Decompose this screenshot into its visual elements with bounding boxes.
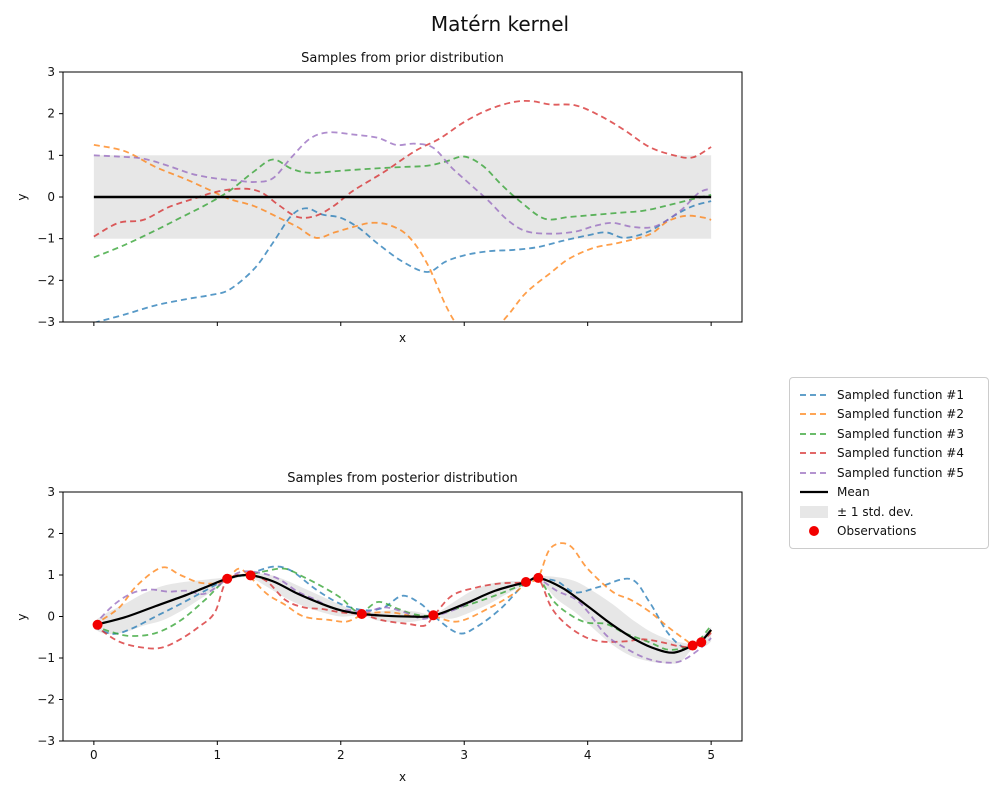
- prior-y-tick-label: −1: [37, 232, 55, 246]
- posterior-sample-line-1: [93, 565, 712, 650]
- prior-plot-area: [93, 99, 712, 322]
- posterior-x-tick-label: 1: [213, 748, 221, 762]
- figure-title: Matérn kernel: [430, 12, 570, 36]
- posterior-observation-point: [687, 640, 698, 651]
- posterior-std-band: [93, 573, 712, 664]
- prior-y-tick-label: 2: [47, 107, 55, 121]
- legend-entry: ± 1 std. dev.: [799, 502, 978, 522]
- band-swatch-icon: [800, 505, 828, 518]
- legend-entry: Observations: [799, 522, 978, 542]
- legend-entry-label: Mean: [837, 485, 870, 500]
- posterior-observation-point: [92, 619, 103, 630]
- legend-entry-label: Sampled function #4: [837, 446, 964, 461]
- prior-sample-line-2: [93, 144, 712, 322]
- legend: Sampled function #1 Sampled function #2 Sa…: [789, 377, 989, 549]
- prior-y-tick-label: 3: [47, 65, 55, 79]
- posterior-y-tick-label: 2: [47, 527, 55, 541]
- dashed-line-swatch-icon: [800, 452, 828, 455]
- dashed-line-swatch-icon: [800, 432, 828, 435]
- dashed-line-swatch-icon: [800, 393, 828, 396]
- posterior-x-tick-label: 0: [90, 748, 98, 762]
- posterior-x-tick-label: 2: [337, 748, 345, 762]
- prior-plot-title: Samples from prior distribution: [301, 51, 504, 66]
- posterior-y-tick-label: −1: [37, 651, 55, 665]
- posterior-plot-area: [92, 542, 712, 664]
- prior-sample-line-1: [93, 200, 712, 322]
- legend-entry: Sampled function #2: [799, 405, 978, 425]
- posterior-yaxis-label: y: [15, 613, 29, 621]
- solid-line-swatch-icon: [800, 491, 828, 494]
- posterior-x-tick-label: 5: [707, 748, 715, 762]
- legend-entry: Sampled function #5: [799, 463, 978, 483]
- posterior-y-tick-label: −2: [37, 693, 55, 707]
- prior-yaxis-label: y: [15, 193, 29, 201]
- legend-entry-label: Observations: [837, 524, 917, 539]
- posterior-sample-line-4: [93, 573, 712, 650]
- dashed-line-swatch-icon: [800, 413, 828, 416]
- legend-entry-label: Sampled function #2: [837, 407, 964, 422]
- legend-entry: Sampled function #3: [799, 424, 978, 444]
- dashed-line-swatch-icon: [800, 471, 828, 474]
- prior-y-tick-label: −2: [37, 273, 55, 287]
- prior-sample-line-4: [93, 99, 712, 238]
- posterior-y-tick-label: 0: [47, 610, 55, 624]
- posterior-observation-point: [428, 610, 439, 621]
- prior-y-tick-label: 1: [47, 148, 55, 162]
- posterior-xaxis-label: x: [398, 770, 407, 784]
- prior-y-tick-label: 0: [47, 190, 55, 204]
- posterior-observation-point: [356, 609, 367, 620]
- posterior-plot-title: Samples from posterior distribution: [287, 471, 518, 486]
- posterior-y-tick-label: 1: [47, 568, 55, 582]
- posterior-sample-line-2: [93, 542, 712, 647]
- prior-sample-line-5: [93, 131, 712, 235]
- legend-entry-label: Sampled function #5: [837, 465, 964, 480]
- posterior-observation-point: [533, 572, 544, 583]
- posterior-sample-line-5: [93, 570, 712, 664]
- prior-sample-line-3: [93, 155, 712, 259]
- prior-xaxis-label: x: [398, 331, 407, 345]
- posterior-observation-point: [245, 570, 256, 581]
- posterior-y-tick-label: 3: [47, 485, 55, 499]
- prior-plot-canvas: −3 −2 −1 0 1 2 3: [37, 65, 743, 329]
- legend-entry: Sampled function #1: [799, 385, 978, 405]
- posterior-x-tick-label: 4: [584, 748, 592, 762]
- posterior-mean-line: [93, 573, 712, 654]
- dot-swatch-icon: [809, 526, 819, 537]
- posterior-y-tick-label: −3: [37, 734, 55, 748]
- posterior-observation-point: [222, 573, 233, 584]
- legend-entry: Mean: [799, 483, 978, 503]
- prior-y-tick-label: −3: [37, 315, 55, 329]
- posterior-observation-point: [520, 577, 531, 588]
- legend-entry-label: Sampled function #3: [837, 426, 964, 441]
- posterior-plot-canvas: 0 1 2 3 4 5 −3 −2 −1 0 1 2 3: [37, 485, 743, 762]
- legend-entry: Sampled function #4: [799, 444, 978, 464]
- legend-entry-label: ± 1 std. dev.: [837, 504, 914, 519]
- legend-entry-label: Sampled function #1: [837, 387, 964, 402]
- posterior-x-tick-label: 3: [460, 748, 468, 762]
- posterior-observation-point: [696, 637, 707, 648]
